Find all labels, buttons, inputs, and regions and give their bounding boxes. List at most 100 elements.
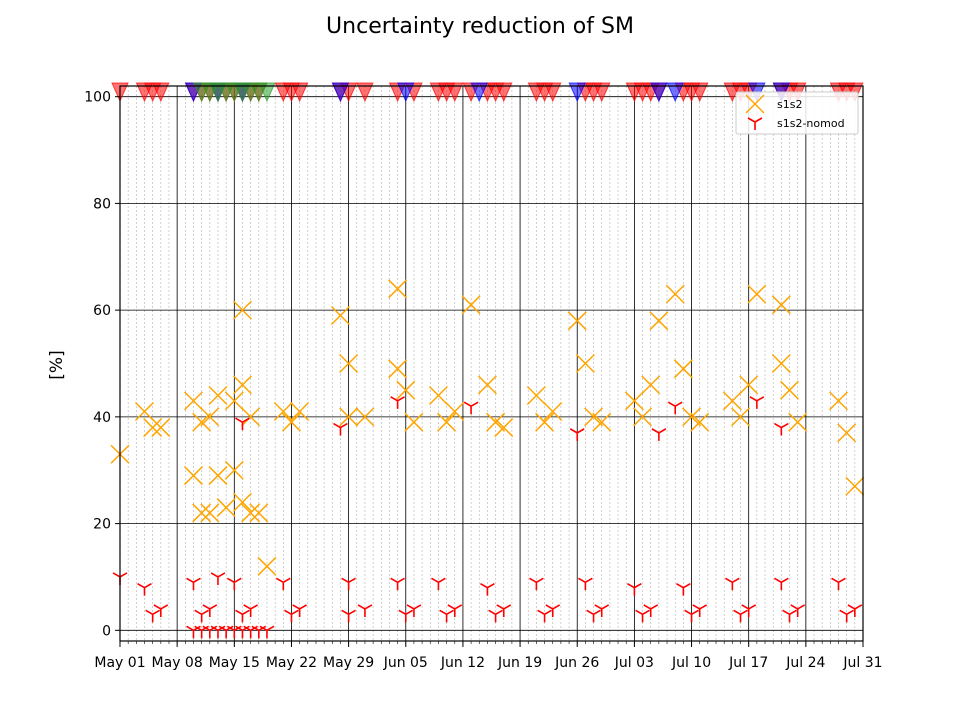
scatter-point-s1s2-nomod <box>194 609 210 623</box>
x-tick-label: May 22 <box>266 655 317 671</box>
scatter-point-s1s2 <box>673 359 693 379</box>
axes: 0 20 40 60 80 100 May 01 May 08 May 15 May 22 May … <box>84 85 883 671</box>
scatter-point-s1s2 <box>404 412 424 432</box>
scatter-point-s1s2 <box>526 385 546 406</box>
scatter-point-s1s2-nomod <box>439 609 454 623</box>
y-tick-label: 0 <box>102 623 111 639</box>
legend-box <box>735 91 859 135</box>
scatter-point-s1s2-nomod <box>773 577 789 591</box>
scatter-point-s1s2 <box>779 380 800 400</box>
scatter-point-s1s2-nomod <box>186 577 201 591</box>
top-triangle-marker <box>568 82 587 103</box>
scatter-point-s1s2 <box>486 412 506 432</box>
scatter-point-s1s2 <box>339 353 359 374</box>
chart-title: Uncertainty reduction of SM <box>326 14 634 39</box>
scatter-point-s1s2 <box>290 401 310 422</box>
scatter-point-s1s2 <box>388 279 408 299</box>
scatter-point-s1s2 <box>747 284 767 304</box>
scatter-point-s1s2 <box>665 284 685 304</box>
x-tick-label: Jun 26 <box>554 655 599 671</box>
scatter-point-s1s2 <box>208 466 228 486</box>
scatter-point-s1s2 <box>216 498 236 518</box>
scatter-point-s1s2 <box>535 412 555 432</box>
legend-marker-x <box>745 94 765 114</box>
scatter-point-s1s2-nomod <box>341 577 356 591</box>
scatter-point-s1s2-nomod <box>145 609 161 623</box>
scatter-point-s1s2-nomod <box>790 604 806 617</box>
scatter-point-s1s2-nomod <box>463 401 479 415</box>
scatter-point-s1s2 <box>690 412 710 432</box>
top-triangle-marker <box>396 82 415 103</box>
scatter-point-s1s2-nomod <box>292 604 307 617</box>
scatter-point-s1s2 <box>134 401 155 422</box>
scatter-point-s1s2 <box>445 401 465 422</box>
scatter-point-s1s2-nomod <box>243 604 258 617</box>
scatter-point-s1s2-nomod <box>831 577 846 591</box>
scatter-point-s1s2 <box>396 380 416 400</box>
x-tick-label: Jun 12 <box>440 655 485 671</box>
scatter-point-s1s2 <box>633 407 653 427</box>
y-axis-label: [%] <box>47 350 67 379</box>
scatter-point-s1s2 <box>388 359 408 379</box>
y-tick-label: 80 <box>93 196 111 212</box>
scatter-point-s1s2-nomod <box>643 604 659 617</box>
x-tick-label: Jul 03 <box>614 655 654 671</box>
scatter-point-s1s2 <box>249 503 269 523</box>
scatter-point-s1s2-nomod <box>537 609 552 623</box>
scatter-point-s1s2-nomod <box>137 582 152 596</box>
scatter-point-s1s2-nomod <box>447 604 463 617</box>
scatter-point-s1s2-nomod <box>390 577 405 591</box>
top-triangle-marker <box>543 82 562 103</box>
scatter-point-s1s2-nomod <box>635 609 650 623</box>
top-triangle-marker <box>152 82 170 103</box>
scatter-point-s1s2-nomod <box>284 609 299 623</box>
scatter-point-s1s2 <box>355 407 375 427</box>
plot-frame <box>119 85 864 642</box>
scatter-point-s1s2 <box>788 412 808 432</box>
x-tick-label: May 29 <box>323 655 374 671</box>
scatter-point-s1s2 <box>200 503 220 523</box>
scatter-point-s1s2 <box>241 503 261 523</box>
x-tick-label: May 08 <box>152 655 203 671</box>
scatter-point-s1s2 <box>584 407 604 427</box>
scatter-point-s1s2 <box>281 412 301 432</box>
scatter-point-s1s2-nomod <box>235 609 250 623</box>
scatter-point-s1s2-nomod <box>569 428 585 441</box>
x-tick-label: May 01 <box>94 655 145 671</box>
scatter-point-s1s2 <box>837 423 857 443</box>
scatter-point-s1s2 <box>192 412 212 432</box>
scatter-point-s1s2 <box>232 492 253 512</box>
scatter-point-s1s2-nomod <box>847 604 863 617</box>
x-tick-label: Jun 05 <box>383 655 428 671</box>
scatter-point-s1s2 <box>232 300 253 320</box>
scatter-point-s1s2-nomod <box>684 609 699 623</box>
scatter-point-s1s2-nomod <box>431 577 446 591</box>
y-tick-label: 20 <box>93 517 111 533</box>
scatter-point-s1s2 <box>494 418 514 438</box>
top-triangle-marker <box>331 82 350 103</box>
scatter-point-s1s2 <box>722 391 742 411</box>
top-triangle-marker <box>258 82 276 103</box>
top-triangle-marker <box>592 82 611 103</box>
scatter-point-s1s2 <box>241 407 261 427</box>
scatter-point-s1s2 <box>208 385 228 406</box>
y-tick-label: 40 <box>93 410 111 426</box>
scatter-point-s1s2-nomod <box>390 396 405 409</box>
top-triangle-marker <box>666 82 684 103</box>
scatter-point-s1s2 <box>143 418 163 438</box>
x-tick-label: Jul 24 <box>785 655 825 671</box>
scatter-point-s1s2-nomod <box>692 604 708 617</box>
scatter-point-s1s2-nomod <box>667 401 683 415</box>
scatter-point-s1s2 <box>232 375 253 395</box>
grid <box>119 86 864 641</box>
scatter-point-s1s2 <box>543 401 563 422</box>
x-tick-label: May 15 <box>209 655 260 671</box>
scatter-point-s1s2 <box>192 503 212 523</box>
scatter-point-s1s2-nomod <box>586 609 601 623</box>
scatter-point-s1s2-nomod <box>333 422 348 436</box>
scatter-point-s1s2-nomod <box>153 604 169 617</box>
scatter-point-s1s2 <box>257 556 277 576</box>
x-tick-label: Jul 10 <box>671 655 711 671</box>
x-tick-label: Jul 17 <box>728 655 768 671</box>
legend-s1s2-label: s1s2 <box>777 98 802 111</box>
